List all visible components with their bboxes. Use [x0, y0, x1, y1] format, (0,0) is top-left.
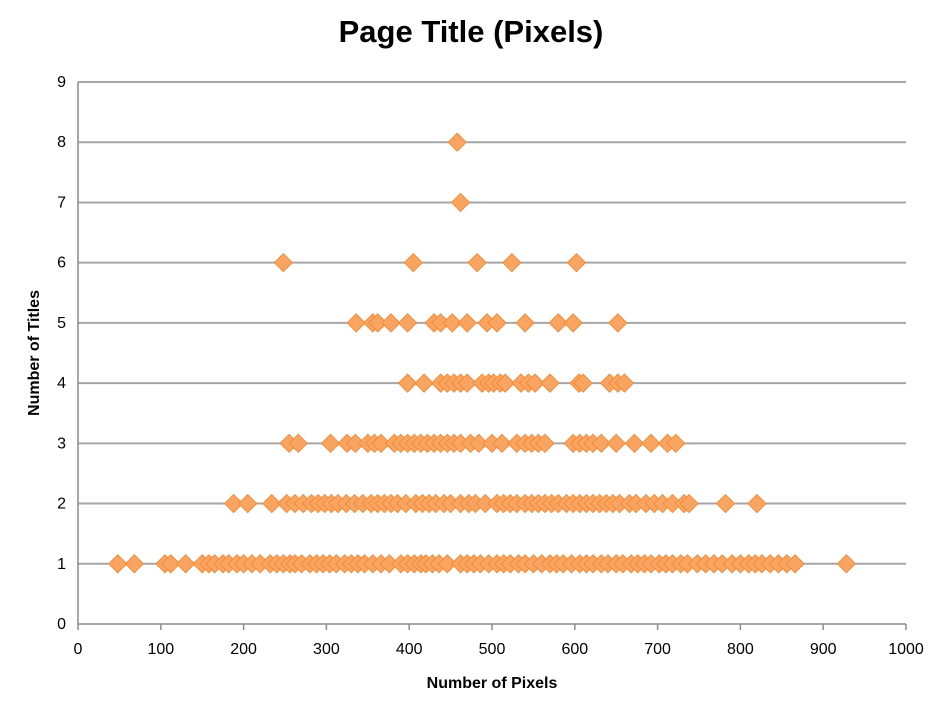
y-tick-label: 6	[57, 255, 66, 272]
x-tick-label: 100	[147, 641, 174, 658]
data-point	[397, 373, 418, 393]
data-point	[836, 554, 857, 574]
data-point	[608, 313, 628, 333]
data-point	[414, 373, 434, 393]
y-tick-label: 0	[57, 616, 66, 633]
data-point	[437, 554, 457, 574]
x-tick-label: 200	[230, 641, 257, 658]
data-point	[288, 433, 308, 454]
data-point	[606, 433, 626, 454]
data-point	[614, 373, 635, 393]
x-tick-label: 600	[561, 641, 588, 658]
data-point	[124, 554, 145, 574]
axes	[77, 82, 907, 630]
data-point	[381, 313, 401, 333]
x-tick-label: 500	[479, 641, 506, 658]
data-point	[679, 493, 699, 514]
data-point	[346, 313, 366, 333]
data-point	[262, 493, 282, 514]
data-point	[403, 252, 424, 273]
data-point	[563, 313, 583, 333]
data-point	[368, 313, 388, 333]
data-point	[566, 252, 587, 273]
data-point	[747, 493, 767, 514]
x-tick-label: 700	[644, 641, 671, 658]
data-point	[238, 493, 258, 514]
data-point	[371, 433, 391, 454]
data-point	[320, 433, 341, 454]
data-point	[525, 373, 545, 393]
data-point	[641, 433, 661, 454]
data-points	[108, 132, 857, 574]
data-point	[495, 373, 515, 393]
data-point	[442, 313, 462, 333]
y-tick-label: 1	[57, 556, 66, 573]
y-axis-label: Number of Titles	[26, 290, 43, 416]
data-point	[785, 554, 805, 574]
y-tick-label: 2	[57, 496, 66, 513]
x-axis-label: Number of Pixels	[427, 675, 558, 692]
data-point	[624, 433, 645, 454]
data-point	[487, 313, 507, 333]
x-tick-label: 300	[313, 641, 340, 658]
data-point	[467, 252, 487, 273]
data-point	[161, 554, 181, 574]
y-tick-label: 5	[57, 315, 66, 332]
data-point	[573, 373, 593, 393]
y-tick-label: 4	[57, 375, 66, 392]
y-tick-label: 8	[57, 134, 66, 151]
y-tick-label: 9	[57, 74, 66, 91]
y-tick-labels: 0 1 2 3 4 5 6 7 8 9	[57, 74, 66, 633]
chart-title: Page Title (Pixels)	[338, 14, 604, 49]
data-point	[108, 554, 128, 574]
data-point	[469, 433, 489, 454]
data-point	[515, 313, 535, 333]
y-tick-label: 3	[57, 435, 66, 452]
data-point	[457, 373, 477, 393]
data-point	[447, 132, 467, 152]
x-tick-label: 400	[396, 641, 423, 658]
x-tick-labels: 0 100 200 300 400 500 600 700 800 900 1000	[74, 641, 924, 658]
x-tick-label: 1000	[888, 641, 924, 658]
y-tick-label: 7	[57, 194, 66, 211]
data-point	[223, 493, 244, 514]
x-tick-label: 0	[74, 641, 83, 658]
data-point	[591, 433, 612, 454]
data-point	[548, 313, 568, 333]
x-tick-label: 900	[810, 641, 837, 658]
data-point	[175, 554, 196, 574]
data-point	[502, 252, 522, 273]
data-point	[715, 493, 736, 514]
data-point	[273, 252, 294, 273]
x-tick-label: 800	[727, 641, 754, 658]
data-point	[457, 313, 477, 333]
data-point	[450, 192, 471, 213]
data-point	[666, 433, 686, 454]
data-point	[535, 433, 555, 454]
data-point	[540, 373, 560, 393]
data-point	[397, 313, 418, 333]
data-point	[492, 433, 512, 454]
